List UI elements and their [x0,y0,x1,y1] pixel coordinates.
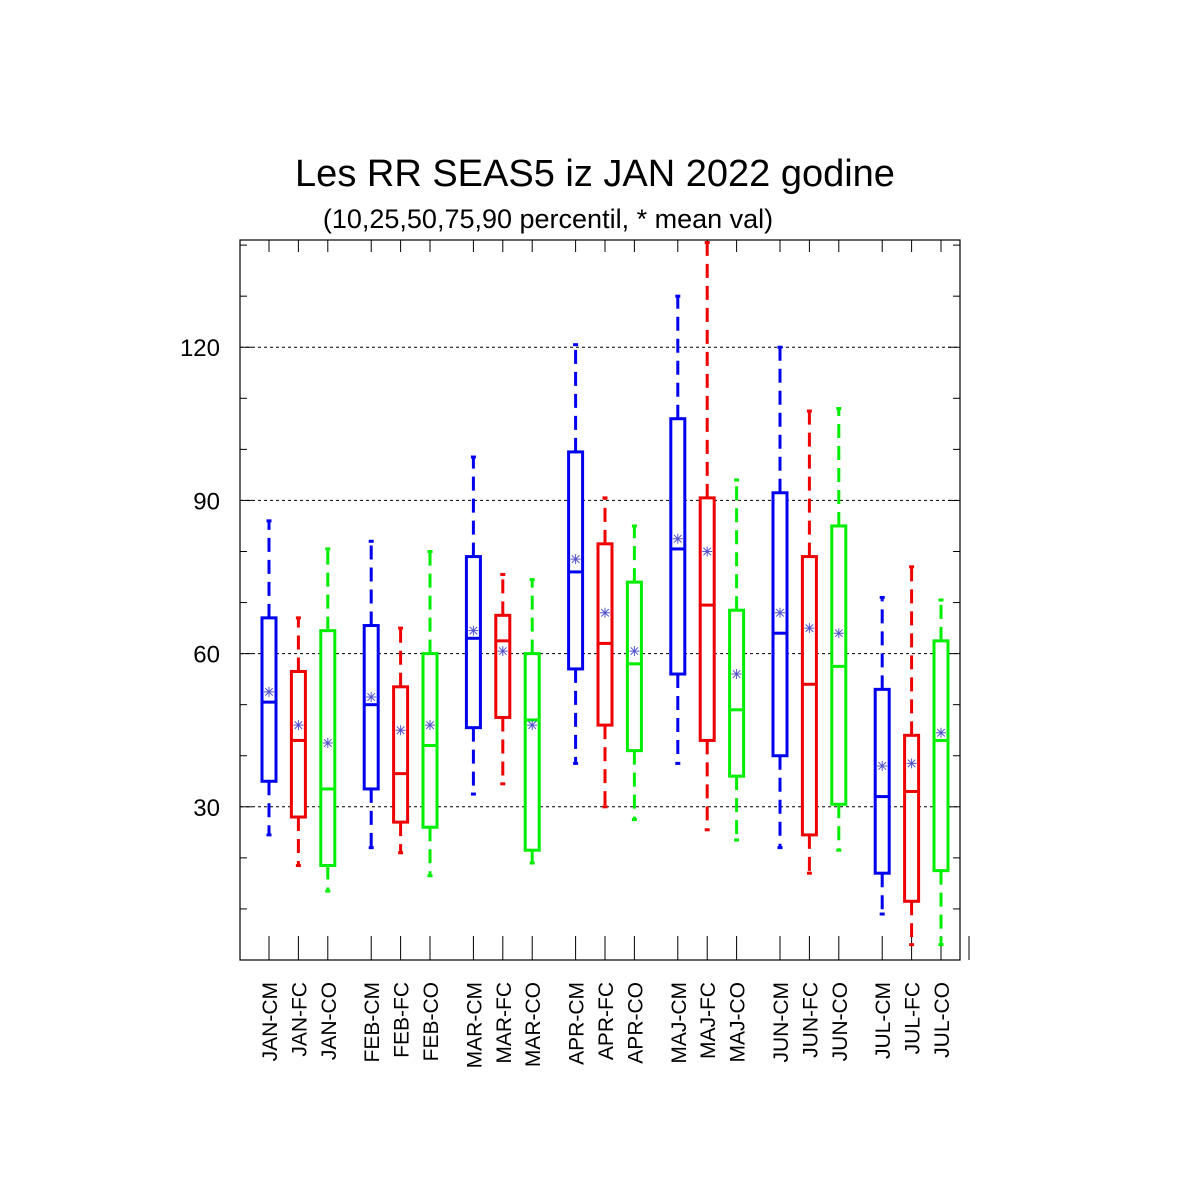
x-tick-label-MAJ-CO: MAJ-CO [727,982,750,1063]
mean-marker-MAJ-CM [672,533,683,544]
x-tick-label-FEB-FC: FEB-FC [391,982,414,1058]
x-tick-label-MAR-FC: MAR-FC [493,982,516,1064]
mean-marker-JUL-CO [936,727,946,738]
x-tick-label-FEB-CM: FEB-CM [361,982,384,1063]
box-rect-MAR-CM [464,555,482,730]
chart-title: Les RR SEAS5 iz JAN 2022 godine [295,153,895,195]
box-rect-JAN-CO [319,629,337,868]
x-tick-label-MAR-CO: MAR-CO [522,982,545,1067]
mean-marker-JUN-FC [804,623,815,634]
x-tick-label-JAN-FC: JAN-FC [288,982,311,1057]
mean-marker-JUL-CM [877,760,888,771]
box-JAN-FC [289,616,307,868]
category-labels: JAN-CM JAN-FC JAN-CO FEB-CM FEB-FC FEB-CO MAR-… [259,982,954,1068]
box-rect-JAN-CM [260,616,278,783]
mean-marker-MAJ-CO [731,669,742,680]
x-tick-label-JUL-CM: JUL-CM [872,982,895,1059]
y-tick-label-120: 120 [180,335,220,362]
mean-marker-APR-FC [600,607,610,618]
box-rect-MAJ-CM [669,417,687,676]
box-MAR-CM [464,455,482,796]
box-rect-APR-CO [625,580,643,753]
mean-marker-JAN-CO [322,737,333,748]
mean-marker-MAR-CM [468,625,479,636]
axes: 30 60 90 120 [180,240,970,960]
box-APR-FC [596,496,614,809]
box-JUN-FC [800,409,818,875]
mean-marker-FEB-CM [366,692,377,703]
box-FEB-CO [421,549,439,878]
box-rect-JUL-CO [932,639,950,873]
box-rect-MAR-CO [523,652,541,852]
box-MAJ-FC [698,241,716,832]
mean-marker-FEB-CO [425,720,435,731]
mean-marker-APR-CM [570,554,581,565]
box-rect-FEB-CO [421,652,439,829]
x-tick-label-MAJ-FC: MAJ-FC [697,982,720,1059]
box-rect-MAR-FC [494,613,512,719]
box-rect-MAJ-FC [698,496,716,742]
mean-marker-JUN-CM [775,607,785,618]
y-tick-label-60: 60 [193,642,220,669]
mean-marker-FEB-FC [395,725,406,736]
box-JUN-CO [830,407,848,852]
box-JUL-CO [932,598,950,947]
mean-marker-MAJ-FC [702,546,713,557]
box-FEB-CM [362,539,380,850]
box-rect-MAJ-CO [728,608,746,778]
mean-marker-JUL-FC [906,758,917,769]
box-rect-FEB-CM [362,624,380,791]
x-tick-label-JUL-CO: JUL-CO [931,982,954,1058]
box-rect-JUL-FC [903,733,921,903]
box-MAJ-CM [669,294,687,765]
box-rect-JUL-CM [873,687,891,875]
box-MAR-FC [494,572,512,786]
mean-marker-JAN-FC [293,720,304,731]
box-JUL-CM [873,595,891,916]
box-rect-JAN-FC [289,669,307,819]
y-tick-label-30: 30 [193,795,220,822]
x-tick-label-APR-CM: APR-CM [566,982,589,1065]
x-tick-label-JUL-FC: JUL-FC [902,982,925,1054]
x-tick-label-MAJ-CM: MAJ-CM [668,982,691,1064]
box-APR-CO [625,524,643,822]
x-tick-label-APR-FC: APR-FC [595,982,618,1060]
box-JAN-CO [319,547,337,893]
x-tick-label-JAN-CM: JAN-CM [259,982,282,1061]
x-tick-label-JUN-FC: JUN-FC [799,982,822,1058]
mean-marker-APR-CO [629,646,640,657]
box-FEB-FC [392,626,410,855]
box-MAR-CO [523,578,541,865]
plot-frame [239,239,961,961]
box-rect-JUN-CM [771,491,789,758]
mean-marker-JAN-CM [264,686,274,697]
x-tick-label-MAR-CM: MAR-CM [463,982,486,1068]
x-tick-label-JUN-CM: JUN-CM [770,982,793,1062]
box-rect-FEB-FC [392,685,410,824]
y-tick-label-90: 90 [193,488,220,515]
box-JUN-CM [771,345,789,850]
box-JAN-CM [260,519,278,837]
x-tick-label-JAN-CO: JAN-CO [318,982,341,1060]
box-rect-APR-FC [596,542,614,727]
box-JUL-FC [903,565,921,947]
boxes [260,241,950,947]
chart-subtitle: (10,25,50,75,90 percentil, * mean val) [323,204,773,234]
x-tick-label-FEB-CO: FEB-CO [420,982,443,1061]
mean-marker-MAR-FC [497,646,508,657]
box-rect-JUN-FC [800,555,818,837]
mean-marker-MAR-CO [527,720,538,731]
box-MAJ-CO [728,478,746,842]
mean-marker-JUN-CO [833,628,844,639]
box-APR-CM [567,343,585,765]
x-tick-label-JUN-CO: JUN-CO [829,982,852,1061]
x-tick-label-APR-CO: APR-CO [624,982,647,1064]
